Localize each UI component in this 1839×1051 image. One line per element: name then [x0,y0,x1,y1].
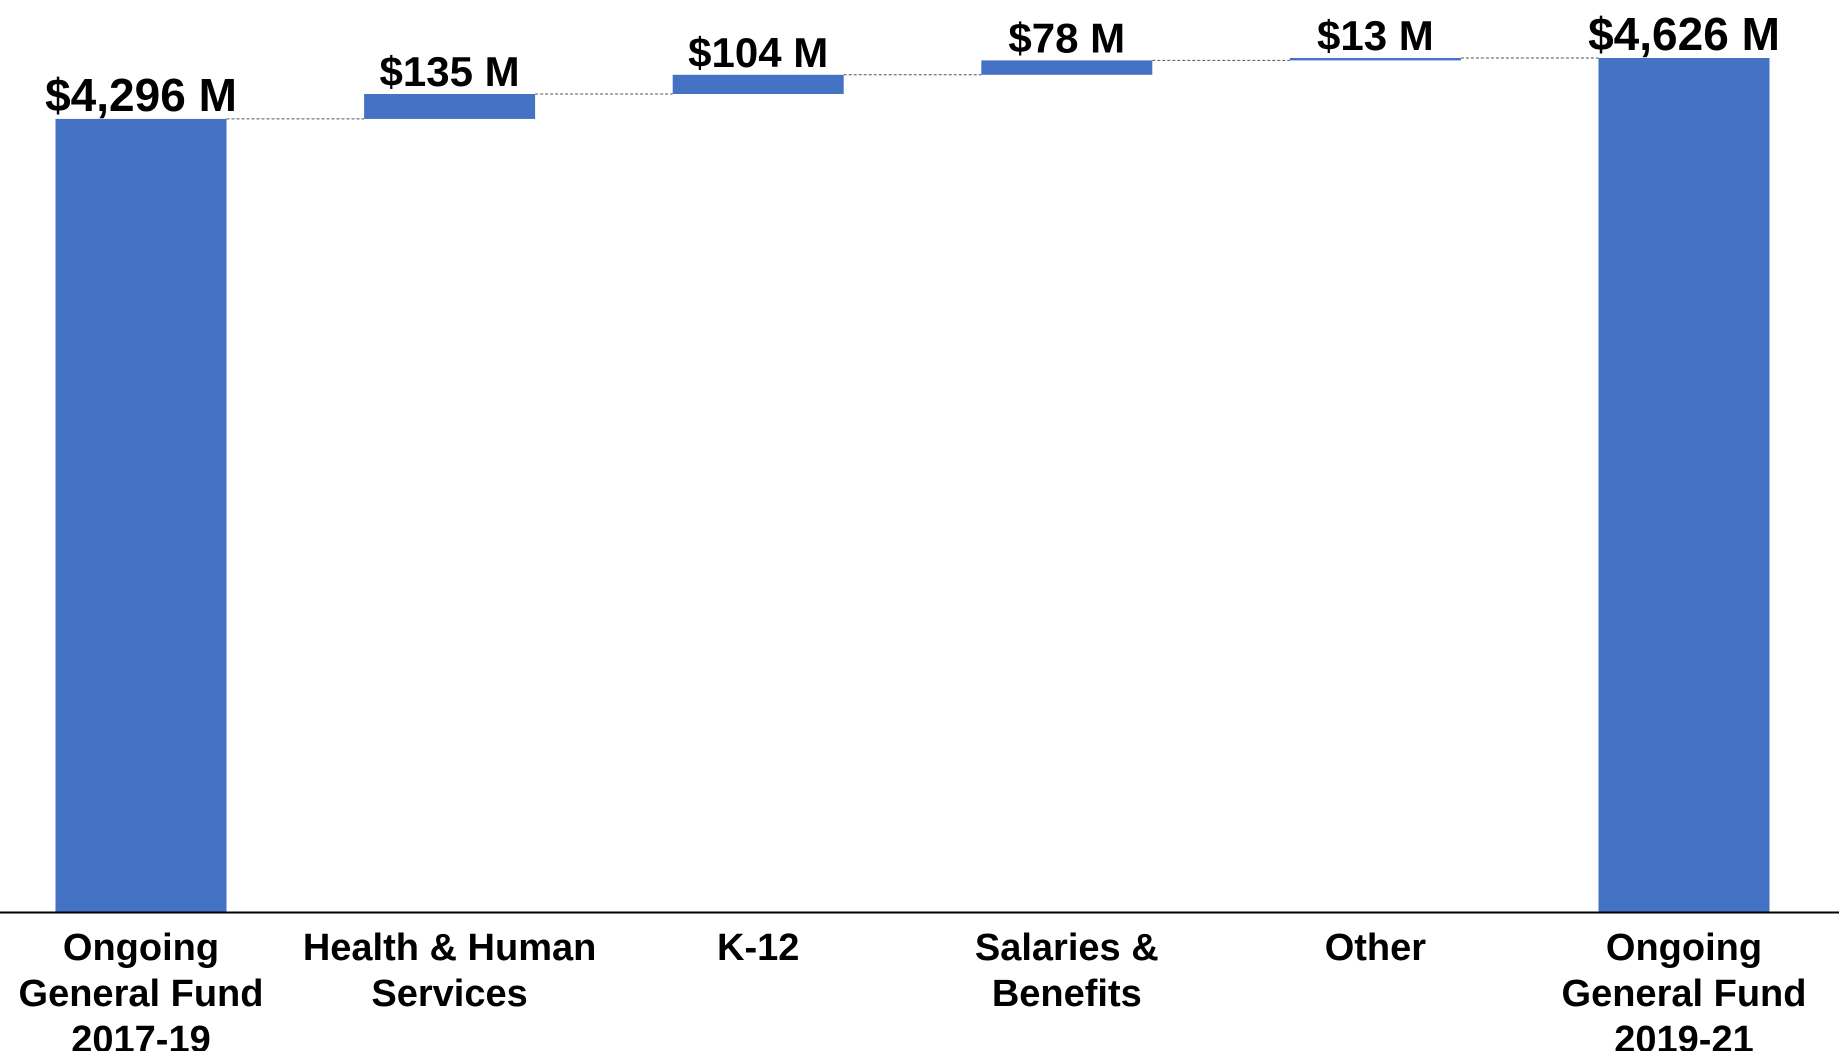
category-tick-label: Ongoing [63,927,219,969]
category-tick-label: 2019-21 [1614,1019,1753,1051]
data-label: $4,296 M [45,69,237,121]
category-tick-label: General Fund [19,973,264,1015]
bar [1598,58,1770,912]
bar [1289,58,1461,61]
bar [55,118,227,912]
data-label: $13 M [1317,12,1434,59]
category-tick-label: Services [371,973,527,1015]
category-tick-label: Ongoing [1606,927,1762,969]
data-label: $78 M [1008,14,1125,61]
category-tick-label: K-12 [717,927,799,969]
category-tick-label: Benefits [992,973,1142,1015]
bar [981,60,1153,75]
data-label: $135 M [380,48,520,95]
category-tick-label: Health & Human [303,927,596,969]
category-tick-label: Other [1325,927,1427,969]
bar [672,74,844,94]
category-tick-label: 2017-19 [71,1019,210,1051]
bar [364,93,536,119]
category-tick-label: Salaries & [975,927,1159,969]
category-tick-label: General Fund [1562,973,1807,1015]
data-label: $4,626 M [1588,8,1780,60]
data-label: $104 M [688,29,828,76]
